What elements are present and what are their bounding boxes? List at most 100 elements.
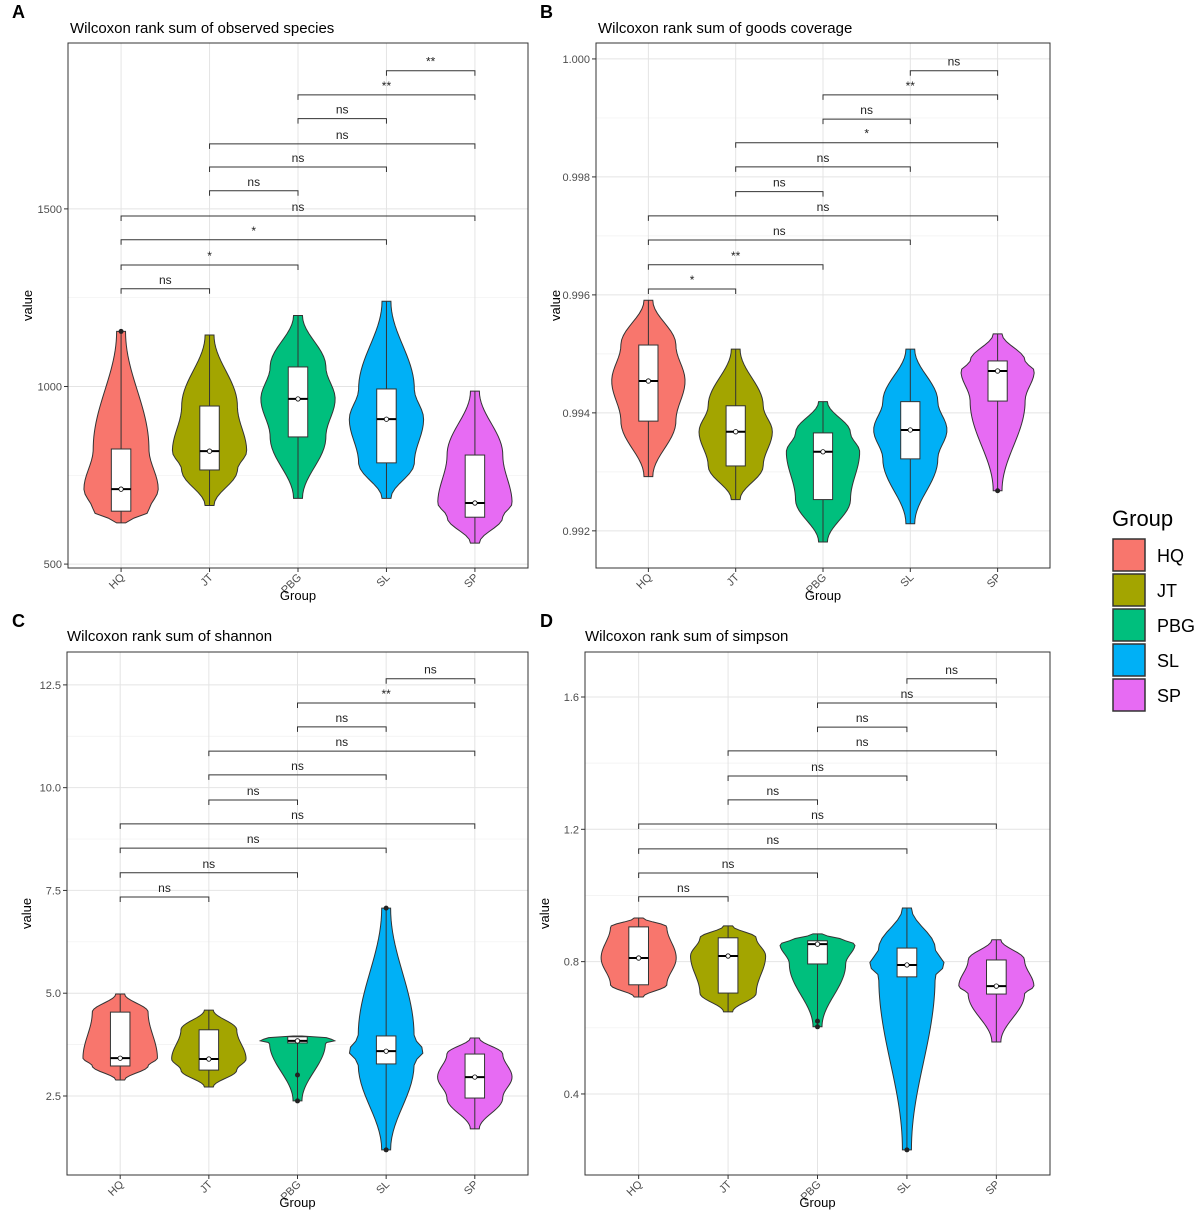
significance-label: ns: [292, 151, 305, 165]
box: [110, 448, 132, 512]
significance-label: ns: [817, 151, 830, 165]
median-dot: [636, 955, 642, 961]
y-axis-label: value: [19, 898, 34, 929]
outlier: [995, 488, 1001, 494]
plot-border: [66, 651, 529, 1176]
significance-label: ns: [335, 735, 348, 749]
significance-label: ns: [901, 687, 914, 701]
significance-label: ns: [247, 784, 260, 798]
median-dot: [294, 1038, 301, 1044]
panel-label: A: [12, 2, 25, 22]
median-dot: [904, 962, 910, 968]
significance-label: **: [382, 79, 392, 93]
box: [807, 940, 828, 965]
significance-bracket: [647, 264, 824, 270]
legend-label: SL: [1157, 651, 1179, 671]
outlier: [295, 1098, 300, 1104]
significance-bracket: [638, 823, 997, 830]
significance-label: ns: [335, 711, 348, 725]
significance-label: ns: [766, 784, 779, 798]
outlier: [904, 1147, 910, 1153]
y-tick-label: 1.000: [562, 54, 590, 66]
significance-bracket: [119, 847, 387, 854]
median-dot: [383, 1048, 389, 1054]
significance-bracket: [727, 750, 997, 756]
significance-bracket: [909, 70, 999, 76]
significance-bracket: [297, 118, 387, 124]
significance-bracket: [638, 896, 729, 902]
median-dot: [295, 396, 301, 402]
y-tick-label: 1.2: [564, 824, 579, 836]
significance-bracket: [638, 872, 818, 878]
significance-label: ns: [424, 663, 437, 677]
panel-label: D: [540, 611, 553, 631]
box: [109, 1011, 131, 1067]
median-dot: [993, 983, 999, 989]
y-tick-label: 1.6: [564, 692, 579, 704]
significance-bracket: [209, 166, 387, 172]
legend-swatch: [1112, 643, 1146, 677]
significance-bracket: [297, 94, 476, 100]
y-tick-label: 10.0: [40, 783, 61, 795]
outlier: [295, 1072, 300, 1078]
chart-title: Wilcoxon rank sum of goods coverage: [598, 20, 852, 37]
legend-label: JT: [1157, 581, 1177, 601]
significance-label: ns: [291, 759, 304, 773]
significance-label: **: [906, 79, 916, 93]
significance-bracket: [120, 239, 387, 245]
box: [376, 388, 397, 464]
significance-label: ns: [203, 857, 216, 871]
median-dot: [118, 486, 124, 492]
y-tick-label: 12.5: [40, 680, 61, 692]
significance-bracket: [647, 239, 911, 246]
significance-bracket: [120, 288, 211, 294]
x-axis-label: Group: [805, 588, 841, 603]
median-dot: [472, 1074, 478, 1080]
significance-label: *: [251, 224, 256, 238]
legend-label: SP: [1157, 686, 1181, 706]
significance-bracket: [385, 70, 476, 76]
significance-label: *: [207, 249, 212, 263]
significance-label: ns: [856, 735, 869, 749]
outlier: [815, 1024, 820, 1030]
significance-label: ns: [247, 175, 260, 189]
significance-bracket: [735, 166, 911, 172]
legend-swatch: [1112, 573, 1146, 607]
significance-bracket: [822, 94, 999, 100]
chart-title: Wilcoxon rank sum of observed species: [70, 20, 334, 37]
y-tick-label: 0.998: [562, 172, 590, 184]
outlier: [383, 905, 389, 911]
significance-label: ns: [860, 103, 873, 117]
significance-bracket: [120, 264, 299, 271]
x-axis-label: Group: [799, 1195, 835, 1210]
x-axis-label: Group: [280, 588, 316, 603]
y-tick-label: 0.4: [564, 1089, 579, 1101]
y-tick-label: 2.5: [46, 1091, 61, 1103]
box: [987, 360, 1008, 402]
box: [717, 937, 739, 994]
significance-label: ns: [158, 881, 171, 895]
significance-bracket: [817, 726, 908, 733]
median-dot: [814, 941, 821, 947]
significance-bracket: [817, 702, 997, 708]
significance-bracket: [119, 823, 476, 829]
significance-bracket: [209, 143, 476, 149]
median-dot: [645, 378, 651, 384]
significance-label: ns: [247, 832, 260, 846]
significance-bracket: [120, 215, 476, 221]
y-tick-label: 0.992: [562, 526, 590, 538]
significance-label: ns: [766, 833, 779, 847]
significance-bracket: [385, 678, 476, 684]
significance-bracket: [906, 678, 997, 684]
box: [812, 432, 834, 501]
y-tick-label: 500: [44, 559, 62, 571]
box: [199, 405, 220, 471]
significance-label: ns: [773, 224, 786, 238]
significance-label: *: [864, 127, 869, 141]
median-dot: [995, 368, 1001, 374]
significance-label: ns: [817, 200, 830, 214]
median-dot: [206, 1056, 212, 1062]
significance-bracket: [297, 726, 387, 732]
legend-label: PBG: [1157, 616, 1195, 636]
